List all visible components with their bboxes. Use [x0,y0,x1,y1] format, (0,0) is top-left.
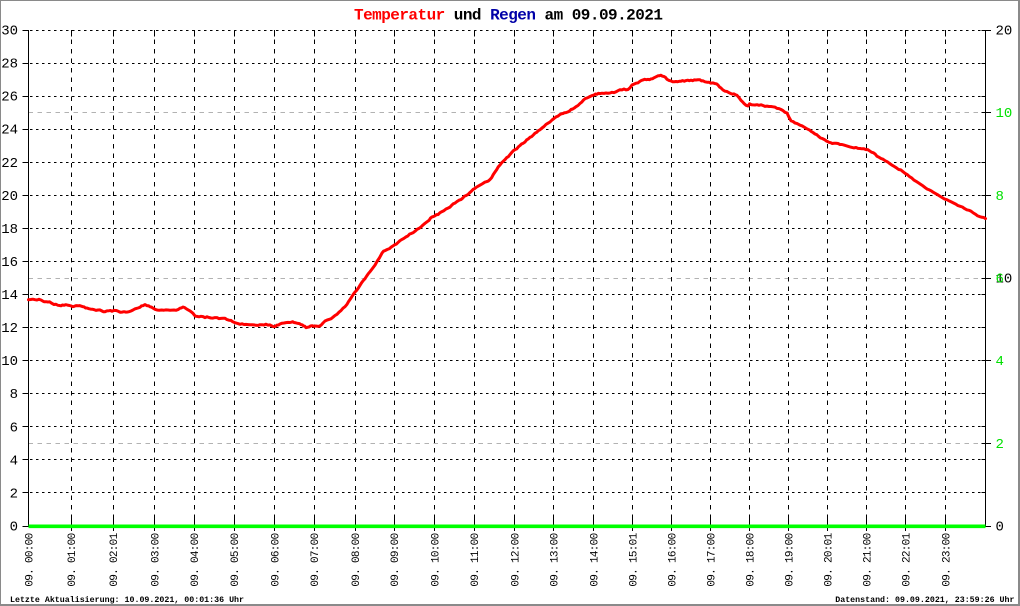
svg-text:09. 15:01: 09. 15:01 [629,532,641,586]
svg-text:09. 20:01: 09. 20:01 [824,532,836,586]
svg-text:09. 09:00: 09. 09:00 [390,533,402,586]
svg-text:09. 03:00: 09. 03:00 [150,533,162,586]
svg-text:Letzte Aktualisierung: 10.09.2: Letzte Aktualisierung: 10.09.2021, 00:01… [10,595,244,605]
svg-text:09. 07:00: 09. 07:00 [310,533,322,586]
svg-text:09. 08:00: 09. 08:00 [351,533,363,586]
svg-text:2: 2 [10,486,18,502]
svg-text:14: 14 [1,288,18,304]
svg-text:09. 11:00: 09. 11:00 [470,533,482,586]
svg-text:20: 20 [996,24,1013,40]
svg-text:26: 26 [1,90,18,106]
svg-text:Datenstand: 09.09.2021, 23:59:: Datenstand: 09.09.2021, 23:59:26 Uhr [835,595,1014,605]
svg-text:22: 22 [1,156,18,172]
svg-text:4: 4 [996,354,1004,370]
svg-text:09. 17:00: 09. 17:00 [706,533,718,586]
svg-text:09. 23:00: 09. 23:00 [942,533,954,586]
svg-text:10: 10 [996,106,1013,122]
svg-text:09. 16:00: 09. 16:00 [668,533,680,586]
svg-text:09. 18:00: 09. 18:00 [746,533,758,586]
svg-text:09. 14:00: 09. 14:00 [589,533,601,586]
svg-text:2: 2 [996,437,1004,453]
svg-text:Temperatur und Regen am 09.09.: Temperatur und Regen am 09.09.2021 [354,7,662,25]
svg-text:12: 12 [1,321,18,337]
svg-text:8: 8 [10,387,18,403]
svg-text:4: 4 [10,453,18,469]
svg-text:30: 30 [1,24,18,40]
svg-text:09. 10:00: 09. 10:00 [430,533,442,586]
svg-text:28: 28 [1,57,18,73]
svg-text:09. 19:00: 09. 19:00 [785,533,797,586]
svg-text:6: 6 [996,272,1004,288]
svg-text:09. 00:00: 09. 00:00 [24,533,36,586]
svg-text:16: 16 [1,255,18,271]
svg-text:09. 13:00: 09. 13:00 [550,533,562,586]
svg-text:0: 0 [10,520,18,536]
svg-text:09. 02:01: 09. 02:01 [109,532,121,586]
svg-text:09. 01:00: 09. 01:00 [67,533,79,586]
svg-text:20: 20 [1,189,18,205]
svg-text:09. 04:00: 09. 04:00 [190,533,202,586]
svg-text:6: 6 [10,420,18,436]
svg-text:09. 12:00: 09. 12:00 [510,533,522,586]
svg-text:09. 06:00: 09. 06:00 [271,533,283,586]
svg-text:10: 10 [1,354,18,370]
svg-text:09. 21:00: 09. 21:00 [863,533,875,586]
svg-text:24: 24 [1,123,18,139]
svg-text:09. 05:00: 09. 05:00 [230,533,242,586]
svg-text:09. 22:01: 09. 22:01 [901,532,913,586]
svg-text:18: 18 [1,222,18,238]
svg-text:8: 8 [996,189,1004,205]
svg-text:0: 0 [996,520,1004,536]
svg-text:10: 10 [996,272,1013,288]
